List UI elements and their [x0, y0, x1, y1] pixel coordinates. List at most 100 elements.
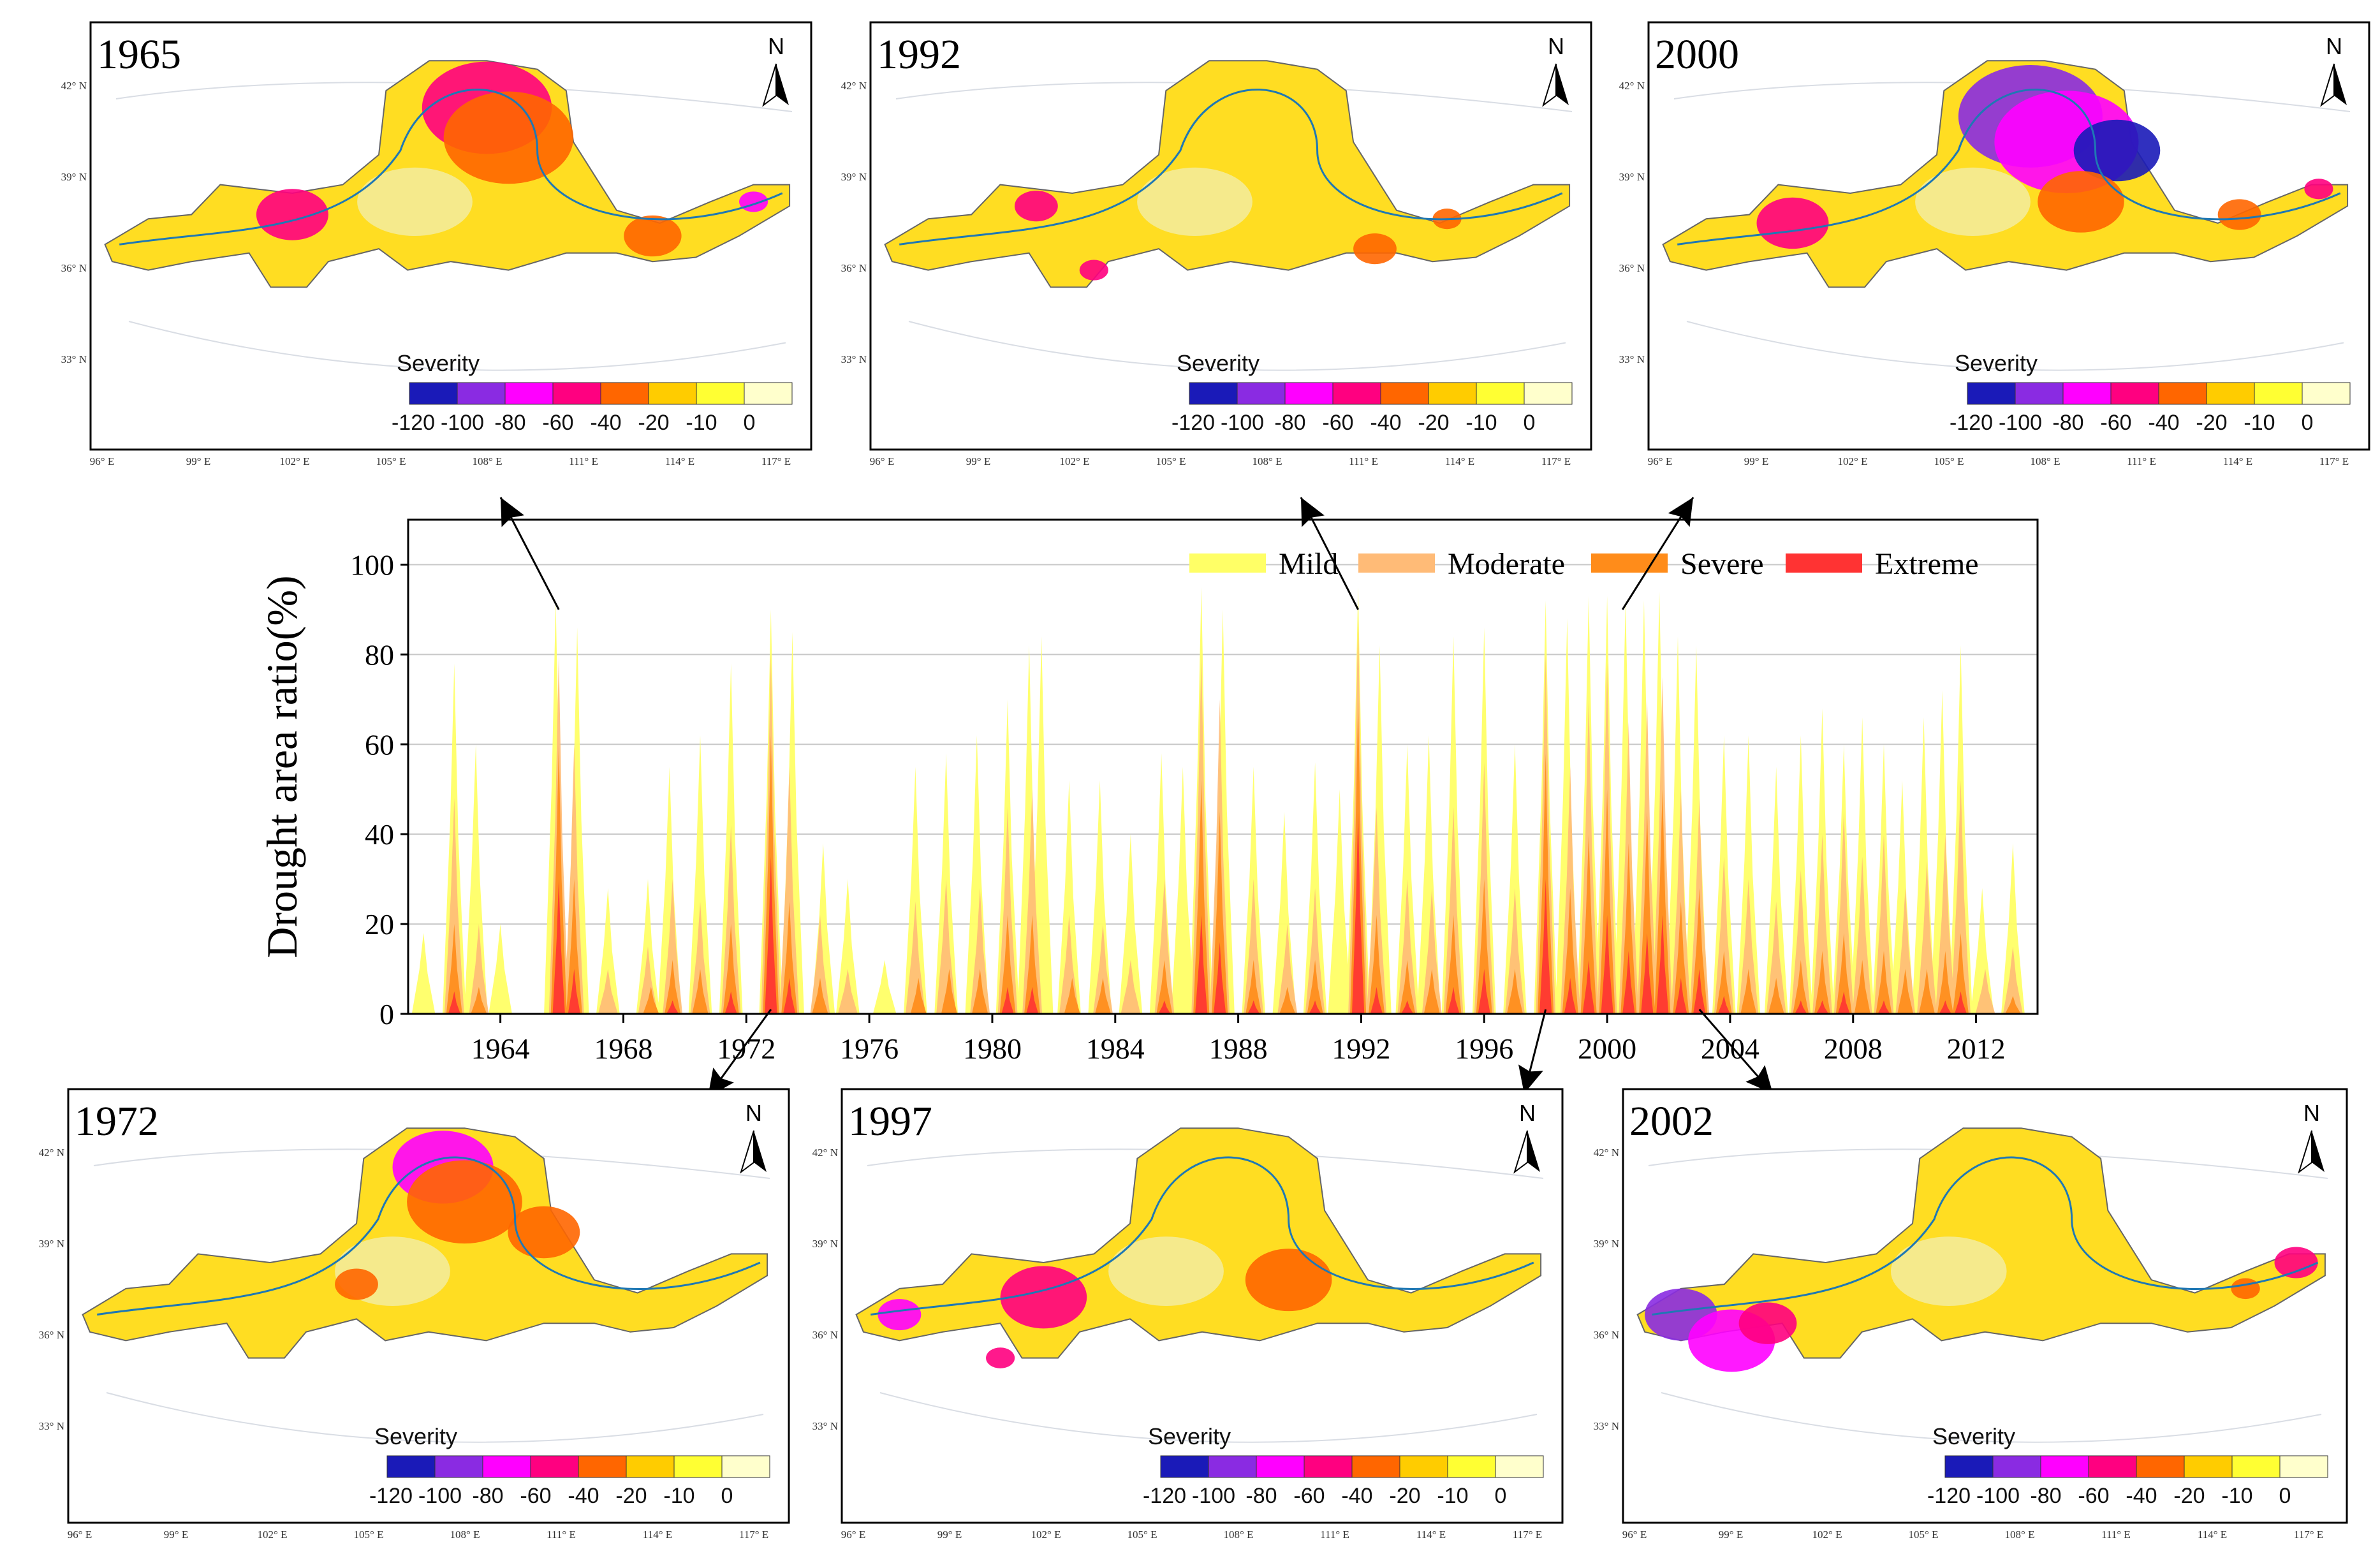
north-arrow-icon: [754, 1131, 767, 1172]
severity-hotspot: [407, 1160, 522, 1244]
severity-swatch: [2184, 1455, 2233, 1478]
severity-tick: -10: [1465, 411, 1497, 435]
lon-label: 99° E: [937, 1528, 962, 1541]
north-arrow-icon: [2320, 63, 2335, 107]
lon-label: 114° E: [2223, 455, 2252, 467]
north-arrow-icon: [2298, 1130, 2312, 1174]
x-tick-label: 1980: [963, 1032, 1022, 1065]
lon-label: 111° E: [2101, 1528, 2131, 1541]
severity-swatch: [504, 382, 554, 405]
yellow-river: [1677, 89, 2341, 246]
severity-swatch: [1399, 1455, 1448, 1478]
north-arrow-icon: [740, 1130, 754, 1174]
severity-tick: -120: [1950, 411, 1993, 435]
severity-swatch: [2062, 382, 2112, 405]
severity-swatch: [2302, 382, 2351, 405]
lat-label: 42° N: [812, 1147, 838, 1159]
lat-label: 42° N: [39, 1147, 64, 1159]
lon-label: 102° E: [1838, 455, 1868, 467]
lat-label: 36° N: [1594, 1329, 1619, 1341]
lon-label: 96° E: [90, 455, 114, 467]
severity-swatch: [409, 382, 458, 405]
severity-swatch: [1304, 1455, 1353, 1478]
x-tick-label: 1976: [840, 1032, 899, 1065]
severity-swatch: [1332, 382, 1381, 405]
map-year-title: 1997: [848, 1098, 932, 1145]
yellow-river: [119, 89, 783, 246]
lat-label: 33° N: [1594, 1420, 1619, 1432]
severity-hotspot: [2231, 1278, 2260, 1300]
lon-label: 105° E: [1934, 455, 1964, 467]
severity-tick: 0: [744, 411, 756, 435]
north-label: N: [1519, 1100, 1536, 1126]
pointer-arrowhead-icon: [1518, 1064, 1543, 1094]
severity-swatch: [578, 1455, 627, 1478]
lon-label: 105° E: [354, 1528, 384, 1541]
severity-legend-title: Severity: [374, 1423, 457, 1449]
lon-label: 96° E: [841, 1528, 865, 1541]
severity-tick: -60: [1322, 411, 1353, 435]
severity-tick: -20: [638, 411, 669, 435]
lon-label: 111° E: [2127, 455, 2156, 467]
lat-label: 33° N: [812, 1420, 838, 1432]
legend-label-extreme: Extreme: [1875, 547, 1979, 581]
severity-hotspot: [1353, 233, 1397, 265]
severity-hotspot: [2304, 179, 2333, 200]
severity-swatch: [434, 1455, 483, 1478]
lon-label: 99° E: [966, 455, 990, 467]
severity-swatch: [386, 1455, 436, 1478]
lon-label: 114° E: [1416, 1528, 1446, 1541]
y-tick-label: 0: [379, 998, 394, 1030]
severity-swatch: [2158, 382, 2207, 405]
pointer-arrowhead-icon: [1745, 1065, 1773, 1094]
y-axis-ticks: 0 20 40 60 80 100: [350, 548, 408, 1030]
map-year-title: 1972: [75, 1098, 159, 1145]
legend-swatch-mild: [1189, 553, 1266, 573]
north-arrow-icon: [2334, 64, 2347, 105]
severity-legend-title: Severity: [397, 350, 480, 376]
lon-label: 105° E: [1156, 455, 1186, 467]
severity-tick: -40: [568, 1484, 599, 1508]
lon-label: 111° E: [1349, 455, 1378, 467]
severity-swatch: [1284, 382, 1333, 405]
lon-label: 111° E: [569, 455, 598, 467]
severity-hotspot: [508, 1206, 580, 1259]
severity-tick: -20: [1389, 1484, 1420, 1508]
lon-label: 99° E: [186, 455, 210, 467]
severity-swatch: [600, 382, 649, 405]
severity-tick: -20: [1418, 411, 1449, 435]
yellow-river: [1652, 1156, 2319, 1316]
severity-tick: -120: [369, 1484, 413, 1508]
area-severe: [408, 699, 2038, 1014]
severity-tick: -60: [1293, 1484, 1325, 1508]
lon-label: 105° E: [376, 455, 406, 467]
severity-tick: -100: [1192, 1484, 1235, 1508]
lat-label: 39° N: [812, 1238, 838, 1250]
severity-tick: 0: [1524, 411, 1536, 435]
north-label: N: [2303, 1100, 2320, 1126]
severity-hotspot: [2217, 199, 2261, 230]
severity-hotspot: [1015, 190, 1058, 222]
lon-label: 105° E: [1128, 1528, 1157, 1541]
severity-tick: -10: [2221, 1484, 2252, 1508]
severity-swatch: [2040, 1455, 2089, 1478]
lat-label: 39° N: [841, 171, 867, 183]
severity-tick: -60: [2100, 411, 2131, 435]
severity-tick: -100: [1999, 411, 2042, 435]
severity-swatch: [626, 1455, 675, 1478]
severity-swatch: [721, 1455, 770, 1478]
lon-label: 96° E: [68, 1528, 92, 1541]
severity-hotspot: [2073, 119, 2161, 182]
lon-label: 114° E: [665, 455, 694, 467]
x-tick-label: 1968: [594, 1032, 652, 1065]
severity-tick: -100: [418, 1484, 462, 1508]
severity-swatch: [696, 382, 745, 405]
lon-label: 99° E: [1744, 455, 1768, 467]
lon-label: 114° E: [1445, 455, 1474, 467]
severity-tick: -60: [520, 1484, 551, 1508]
severity-tick: -40: [2148, 411, 2179, 435]
drought-maps: 1965 N 42° N 39° N 36° N 33° N 96° E 99° E 102° …: [39, 21, 2370, 1541]
north-arrow-icon: [1513, 1130, 1528, 1174]
drought-area-chart: 0 20 40 60 80 100 1964 1968 1972 1976 1980 1984 198…: [258, 518, 2039, 1065]
severity-hotspot: [335, 1268, 378, 1300]
